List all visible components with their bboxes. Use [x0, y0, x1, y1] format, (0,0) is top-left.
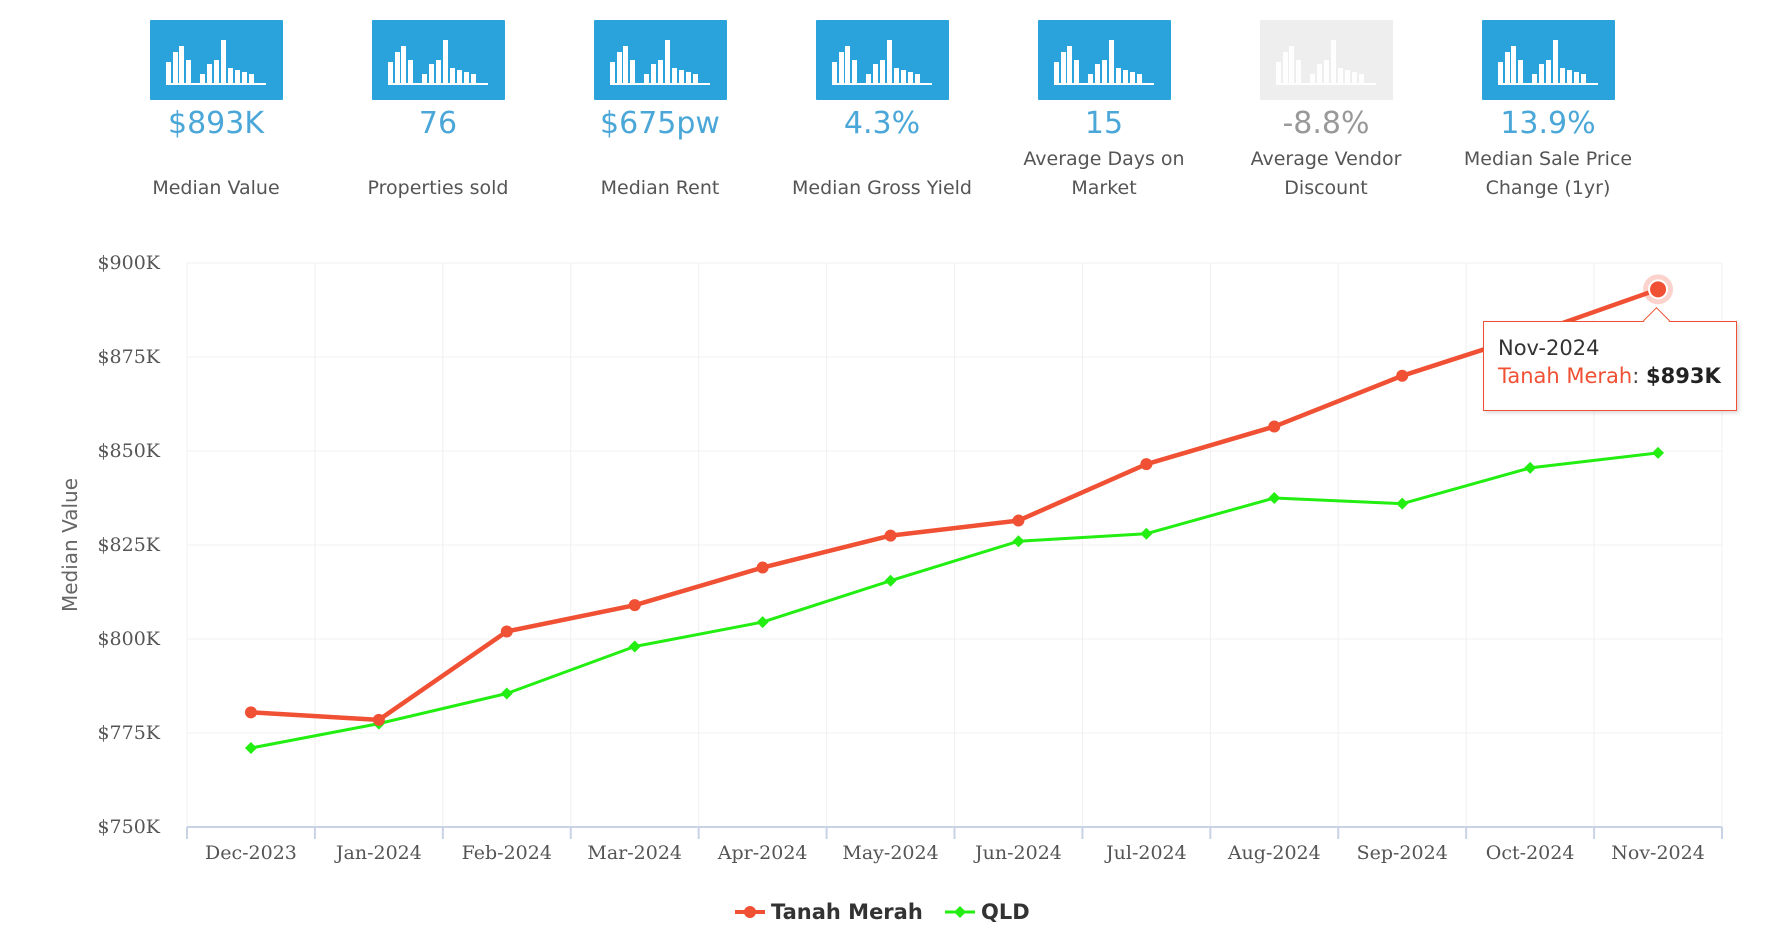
- stat-value: $675pw: [600, 106, 720, 141]
- stats-row: $893K Median Value 76 Properties sold $675pw…: [0, 0, 1778, 210]
- legend-item-tanah-merah[interactable]: Tanah Merah: [735, 900, 923, 924]
- stat-value: -8.8%: [1282, 106, 1370, 141]
- y-axis-title: Median Value: [58, 478, 82, 612]
- data-point: [500, 625, 513, 638]
- data-point: [244, 706, 257, 719]
- tooltip-date: Nov-2024: [1498, 336, 1600, 360]
- y-tick-label: $875K: [97, 346, 160, 368]
- tanah-merah-legend-marker: [735, 906, 765, 918]
- stat-card: 15 Average Days on Market: [1004, 20, 1204, 203]
- chart-tooltip: Nov-2024 Tanah Merah: $893K: [1483, 307, 1737, 411]
- data-point: [1396, 497, 1409, 510]
- stat-card: 76 Properties sold: [338, 20, 538, 203]
- y-tick-label: $850K: [97, 440, 160, 462]
- data-point: [756, 561, 769, 574]
- data-point: [1396, 369, 1409, 382]
- stat-value: $893K: [167, 106, 265, 141]
- stat-card: -8.8% Average Vendor Discount: [1226, 20, 1426, 203]
- legend-label-tanah-merah: Tanah Merah: [771, 900, 923, 924]
- y-tick-label: $800K: [97, 628, 160, 650]
- data-point: [1524, 461, 1537, 474]
- data-point: [244, 742, 257, 755]
- stat-value: 4.3%: [843, 106, 921, 141]
- stat-label-wrap: Properties sold: [338, 145, 538, 203]
- y-tick-label: $825K: [97, 534, 160, 556]
- stat-label: Average Vendor Discount: [1250, 148, 1402, 199]
- data-point: [1268, 492, 1281, 504]
- x-tick-label: Mar-2024: [587, 842, 682, 864]
- stat-label-wrap: Median Sale Price Change (1yr): [1448, 145, 1648, 203]
- stat-label: Median Sale Price Change (1yr): [1463, 148, 1633, 199]
- stat-card: $675pw Median Rent: [560, 20, 760, 203]
- x-tick-label: Sep-2024: [1357, 842, 1448, 864]
- legend-label-qld: QLD: [981, 900, 1030, 924]
- tooltip-value-line: Tanah Merah: $893K: [1498, 364, 1721, 388]
- bar-chart-icon: [1481, 20, 1615, 100]
- stat-value: 76: [418, 106, 458, 141]
- x-tick-label: Feb-2024: [462, 842, 552, 864]
- data-point: [1012, 535, 1025, 548]
- stat-label-wrap: Median Value: [116, 145, 316, 203]
- x-tick-label: Jul-2024: [1104, 842, 1187, 864]
- x-tick-label: Apr-2024: [717, 842, 808, 864]
- data-point: [628, 599, 641, 612]
- data-point: [628, 640, 641, 653]
- bar-chart-icon: [1037, 20, 1171, 100]
- bar-chart-icon: [815, 20, 949, 100]
- stat-card: 4.3% Median Gross Yield: [782, 20, 982, 203]
- stat-card: $893K Median Value: [116, 20, 316, 203]
- x-tick-label: May-2024: [842, 842, 938, 864]
- tooltip-value: $893K: [1646, 364, 1721, 388]
- data-point: [756, 616, 769, 629]
- data-point: [884, 529, 897, 542]
- stat-value: 13.9%: [1500, 106, 1596, 141]
- data-point: [1140, 458, 1153, 471]
- data-point: [1648, 279, 1669, 300]
- y-tick-label: $900K: [97, 252, 160, 274]
- stat-label: Properties sold: [367, 177, 509, 199]
- bar-chart-icon: [1259, 20, 1393, 100]
- tooltip-series-name: Tanah Merah: [1498, 364, 1633, 388]
- data-point: [500, 687, 513, 700]
- data-point: [1012, 514, 1025, 527]
- data-point: [1652, 446, 1665, 459]
- x-tick-label: Aug-2024: [1227, 842, 1321, 864]
- x-tick-label: Nov-2024: [1611, 842, 1705, 864]
- stat-label: Median Value: [152, 177, 280, 199]
- data-point: [372, 713, 385, 726]
- stat-card: 13.9% Median Sale Price Change (1yr): [1448, 20, 1648, 203]
- x-tick-label: Jun-2024: [973, 842, 1062, 864]
- bar-chart-icon: [371, 20, 505, 100]
- stat-value: 15: [1084, 106, 1124, 141]
- bar-chart-icon: [149, 20, 283, 100]
- x-tick-label: Dec-2023: [205, 842, 297, 864]
- series-line-qld: [250, 451, 1659, 750]
- chart-legend: Tanah Merah QLD: [0, 900, 1778, 932]
- stat-label-wrap: Median Rent: [560, 145, 760, 203]
- y-tick-label: $775K: [97, 722, 160, 744]
- stat-label: Median Gross Yield: [792, 177, 972, 199]
- tooltip-separator: :: [1632, 364, 1640, 388]
- y-tick-label: $750K: [97, 816, 160, 838]
- data-point: [1268, 420, 1281, 433]
- qld-legend-marker: [945, 906, 975, 918]
- stat-label-wrap: Average Vendor Discount: [1226, 145, 1426, 203]
- stat-label: Median Rent: [600, 177, 720, 199]
- data-point: [884, 574, 897, 587]
- stat-label-wrap: Average Days on Market: [1004, 145, 1204, 203]
- bar-chart-icon: [593, 20, 727, 100]
- legend-item-qld[interactable]: QLD: [945, 900, 1030, 924]
- stat-label: Average Days on Market: [1023, 148, 1185, 199]
- series-line-tanah-merah: [250, 287, 1659, 723]
- x-tick-label: Oct-2024: [1486, 842, 1575, 864]
- stat-label-wrap: Median Gross Yield: [782, 145, 982, 203]
- data-point: [1140, 527, 1153, 540]
- x-tick-label: Jan-2024: [334, 842, 422, 864]
- median-value-chart: $900K $875K $850K $825K $800K $775K $750K Dec-2…: [58, 252, 1723, 864]
